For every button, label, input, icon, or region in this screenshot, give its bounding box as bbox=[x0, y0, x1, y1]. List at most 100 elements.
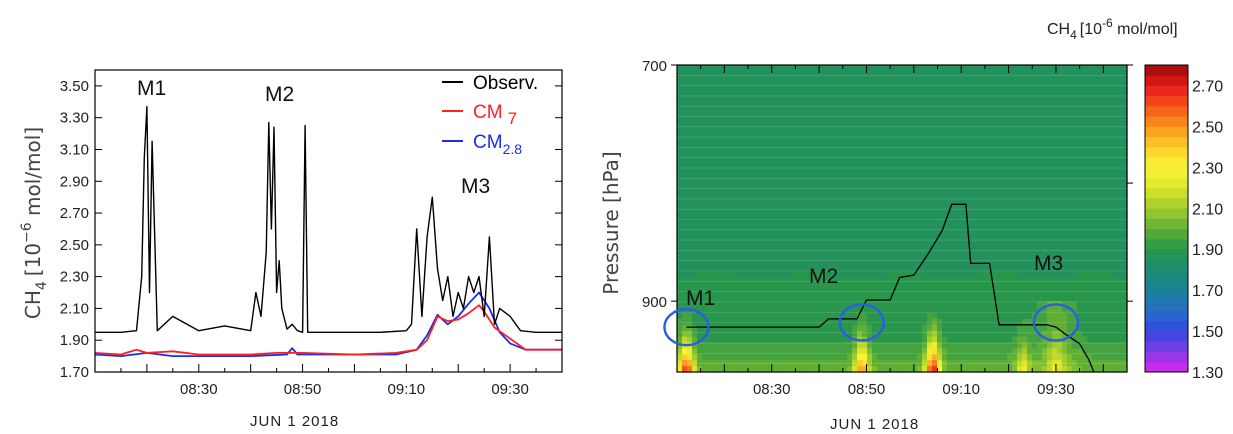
heatmap-cell bbox=[1082, 312, 1088, 320]
left-x-tick-label: 09:10 bbox=[388, 381, 426, 398]
heatmap-cell bbox=[757, 112, 763, 119]
heatmap-cell bbox=[857, 70, 863, 78]
heatmap-cell bbox=[907, 82, 913, 90]
heatmap-cell bbox=[717, 236, 723, 243]
heatmap-cell bbox=[942, 366, 948, 373]
heatmap-cell bbox=[732, 194, 738, 202]
heatmap-cell bbox=[872, 129, 878, 137]
heatmap-cell bbox=[717, 153, 723, 161]
heatmap-cell bbox=[1042, 94, 1048, 102]
heatmap-cell bbox=[832, 265, 838, 273]
heatmap-cell bbox=[862, 165, 868, 172]
heatmap-cell bbox=[822, 188, 828, 196]
heatmap-cell bbox=[812, 336, 818, 344]
heatmap-cell bbox=[1107, 141, 1113, 149]
heatmap-cell bbox=[702, 65, 708, 72]
heatmap-cell bbox=[1057, 141, 1063, 149]
heatmap-cell bbox=[697, 159, 703, 166]
heatmap-cell bbox=[912, 147, 918, 155]
heatmap-cell bbox=[797, 183, 803, 190]
heatmap-cell bbox=[697, 330, 703, 338]
heatmap-cell bbox=[1077, 348, 1083, 355]
heatmap-cell bbox=[687, 135, 693, 143]
heatmap-cell bbox=[807, 360, 813, 367]
heatmap-cell bbox=[1087, 318, 1093, 326]
heatmap-cell bbox=[1012, 259, 1018, 267]
heatmap-cell bbox=[692, 330, 698, 338]
heatmap-cell bbox=[702, 177, 708, 184]
heatmap-cell bbox=[842, 348, 848, 355]
heatmap-cell bbox=[887, 94, 893, 102]
heatmap-cell bbox=[922, 194, 928, 202]
heatmap-cell bbox=[917, 259, 923, 267]
heatmap-cell bbox=[847, 124, 853, 131]
heatmap-cell bbox=[1077, 171, 1083, 178]
heatmap-cell bbox=[1092, 183, 1098, 190]
heatmap-cell bbox=[792, 224, 798, 231]
heatmap-cell bbox=[927, 330, 933, 338]
heatmap-cell bbox=[742, 307, 748, 314]
heatmap-cell bbox=[1087, 236, 1093, 243]
heatmap-cell bbox=[962, 360, 968, 367]
heatmap-cell bbox=[692, 177, 698, 184]
heatmap-cell bbox=[1112, 129, 1118, 137]
heatmap-cell bbox=[922, 295, 928, 302]
heatmap-cell bbox=[872, 183, 878, 190]
heatmap-cell bbox=[1072, 289, 1078, 296]
heatmap-cell bbox=[942, 135, 948, 143]
heatmap-cell bbox=[1032, 159, 1038, 166]
heatmap-cell bbox=[782, 342, 788, 349]
heatmap-cell bbox=[752, 324, 758, 332]
heatmap-cell bbox=[1012, 289, 1018, 296]
heatmap-cell bbox=[702, 242, 708, 249]
heatmap-cell bbox=[787, 171, 793, 178]
heatmap-cell bbox=[687, 82, 693, 90]
heatmap-cell bbox=[837, 100, 843, 107]
heatmap-cell bbox=[737, 171, 743, 178]
heatmap-cell bbox=[892, 259, 898, 267]
heatmap-cell bbox=[1037, 65, 1043, 72]
heatmap-cell bbox=[697, 277, 703, 285]
heatmap-cell bbox=[837, 94, 843, 102]
heatmap-cell bbox=[962, 330, 968, 338]
heatmap-cell bbox=[1057, 159, 1063, 166]
heatmap-cell bbox=[852, 165, 858, 172]
heatmap-cell bbox=[947, 224, 953, 231]
heatmap-cell bbox=[677, 94, 683, 102]
heatmap-cell bbox=[1107, 354, 1113, 361]
heatmap-cell bbox=[1112, 277, 1118, 285]
heatmap-cell bbox=[782, 354, 788, 361]
heatmap-cell bbox=[927, 94, 933, 102]
annotation-m1-left: M1 bbox=[137, 77, 166, 100]
heatmap-cell bbox=[907, 118, 913, 125]
heatmap-cell bbox=[1042, 295, 1048, 302]
heatmap-cell bbox=[882, 295, 888, 302]
heatmap-cell bbox=[687, 100, 693, 107]
heatmap-cell bbox=[812, 206, 818, 214]
heatmap-cell bbox=[862, 307, 868, 314]
heatmap-cell bbox=[802, 188, 808, 196]
heatmap-cell bbox=[802, 200, 808, 208]
heatmap-cell bbox=[697, 206, 703, 214]
heatmap-cell bbox=[982, 124, 988, 131]
heatmap-cell bbox=[857, 153, 863, 161]
heatmap-cell bbox=[837, 265, 843, 273]
heatmap-cell bbox=[1047, 318, 1053, 326]
heatmap-cell bbox=[1062, 230, 1068, 237]
heatmap-cell bbox=[867, 118, 873, 125]
heatmap-cell bbox=[882, 165, 888, 172]
heatmap-cell bbox=[1077, 253, 1083, 261]
heatmap-cell bbox=[1077, 218, 1083, 225]
heatmap-cell bbox=[1122, 253, 1128, 261]
heatmap-cell bbox=[1037, 301, 1043, 308]
heatmap-cell bbox=[1022, 76, 1028, 84]
heatmap-cell bbox=[717, 94, 723, 102]
heatmap-cell bbox=[872, 253, 878, 261]
heatmap-cell bbox=[817, 171, 823, 178]
heatmap-cell bbox=[692, 277, 698, 285]
heatmap-cell bbox=[857, 171, 863, 178]
heatmap-cell bbox=[772, 259, 778, 267]
heatmap-cell bbox=[932, 194, 938, 202]
heatmap-cell bbox=[1002, 171, 1008, 178]
heatmap-cell bbox=[972, 271, 978, 279]
